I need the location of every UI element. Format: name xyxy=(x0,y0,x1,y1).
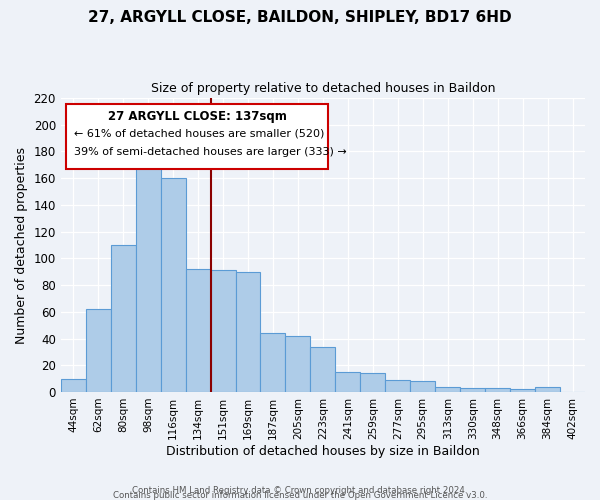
Text: ← 61% of detached houses are smaller (520): ← 61% of detached houses are smaller (52… xyxy=(74,129,324,139)
X-axis label: Distribution of detached houses by size in Baildon: Distribution of detached houses by size … xyxy=(166,444,480,458)
Bar xyxy=(286,336,310,392)
Title: Size of property relative to detached houses in Baildon: Size of property relative to detached ho… xyxy=(151,82,495,96)
Bar xyxy=(211,270,236,392)
Bar xyxy=(361,374,385,392)
Bar xyxy=(535,386,560,392)
Bar xyxy=(161,178,185,392)
Bar xyxy=(310,346,335,392)
Text: Contains public sector information licensed under the Open Government Licence v3: Contains public sector information licen… xyxy=(113,491,487,500)
Bar xyxy=(385,380,410,392)
Text: 39% of semi-detached houses are larger (333) →: 39% of semi-detached houses are larger (… xyxy=(74,146,347,156)
Bar xyxy=(410,382,435,392)
Bar xyxy=(435,386,460,392)
Bar xyxy=(460,388,485,392)
Bar xyxy=(111,245,136,392)
Bar xyxy=(185,269,211,392)
Bar xyxy=(260,333,286,392)
Bar xyxy=(61,378,86,392)
Bar xyxy=(86,309,111,392)
Text: 27 ARGYLL CLOSE: 137sqm: 27 ARGYLL CLOSE: 137sqm xyxy=(107,110,287,123)
Text: Contains HM Land Registry data © Crown copyright and database right 2024.: Contains HM Land Registry data © Crown c… xyxy=(132,486,468,495)
FancyBboxPatch shape xyxy=(66,104,328,168)
Text: 27, ARGYLL CLOSE, BAILDON, SHIPLEY, BD17 6HD: 27, ARGYLL CLOSE, BAILDON, SHIPLEY, BD17… xyxy=(88,10,512,25)
Bar xyxy=(510,390,535,392)
Bar xyxy=(335,372,361,392)
Bar xyxy=(136,168,161,392)
Y-axis label: Number of detached properties: Number of detached properties xyxy=(15,146,28,344)
Bar xyxy=(236,272,260,392)
Bar xyxy=(485,388,510,392)
